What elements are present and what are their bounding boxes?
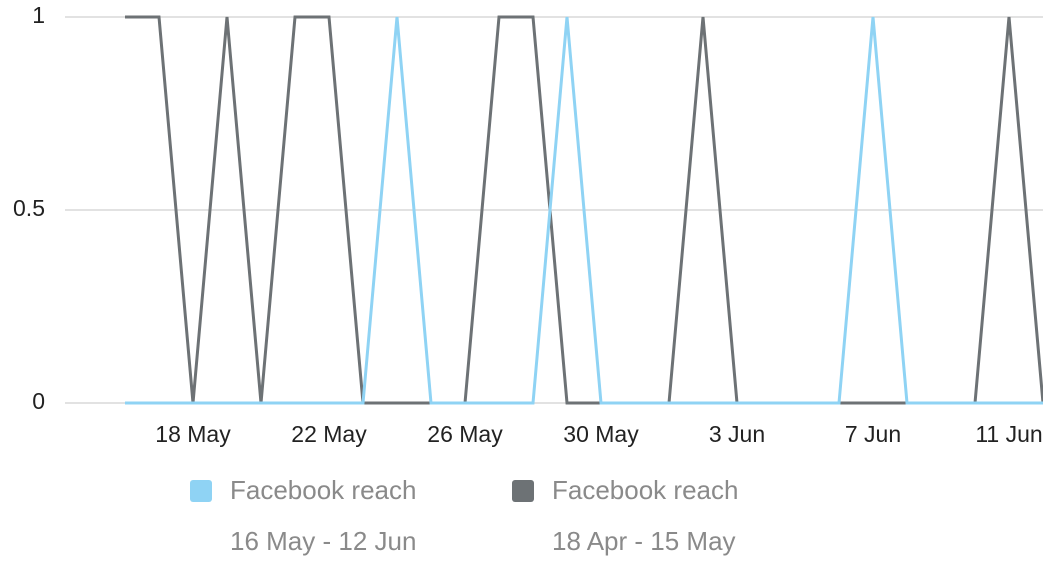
y-tick-label: 0.5 [13,195,45,221]
x-tick-label: 22 May [291,421,367,447]
y-tick-label: 0 [32,388,45,414]
x-tick-label: 11 Jun [975,421,1042,447]
legend-period: 18 Apr - 15 May [552,526,736,556]
y-tick-label: 1 [32,2,45,28]
legend-label: Facebook reach [552,475,738,505]
legend-swatch [190,480,212,502]
x-tick-label: 26 May [427,421,503,447]
x-tick-label: 3 Jun [709,421,765,447]
legend-period: 16 May - 12 Jun [230,526,416,556]
legend-label: Facebook reach [230,475,416,505]
x-tick-label: 30 May [563,421,639,447]
series-line [125,16,1043,405]
x-tick-label: 7 Jun [845,421,901,447]
series-line [125,15,1043,405]
legend-swatch [512,480,534,502]
x-tick-label: 18 May [155,421,231,447]
